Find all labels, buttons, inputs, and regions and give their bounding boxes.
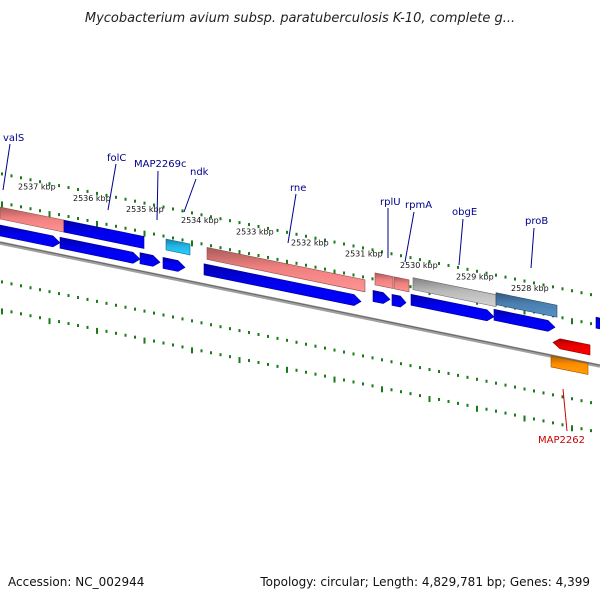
position-label: 2533 kbp [236, 227, 274, 236]
cds-arrow [493, 308, 556, 332]
position-label: 2531 kbp [345, 250, 383, 259]
feature-block-pink [374, 272, 394, 289]
feature-block-gray [412, 277, 497, 308]
gene-label-leader [404, 211, 415, 263]
feature-block-orange [550, 355, 589, 375]
position-label: 2535 kbp [126, 205, 164, 214]
gene-label-leader [183, 178, 197, 213]
position-labels: 2537 kbp 2536 kbp 2535 kbp 2534 kbp 2533 kbp… [18, 183, 549, 293]
position-label: 2530 kbp [400, 261, 438, 270]
map-title: Mycobacterium avium subsp. paratuberculo… [85, 11, 515, 26]
gene-label-leader [287, 193, 297, 244]
cds-arrow [59, 236, 141, 264]
feature-block-pink [393, 276, 410, 293]
gene-label-map2269c[interactable]: MAP2269c [134, 159, 186, 170]
gene-label-leader [562, 388, 568, 432]
position-label: 2536 kbp [73, 194, 111, 203]
feature-block-steelblue [495, 292, 558, 318]
feature-tracks [0, 206, 600, 375]
cds-arrow [372, 290, 391, 304]
gene-label-rpma[interactable]: rpmA [405, 200, 432, 211]
gene-label-leader [156, 170, 159, 221]
cds-arrow [391, 293, 407, 308]
gene-label-vals[interactable]: valS [3, 133, 24, 144]
position-label: 2528 kbp [511, 284, 549, 293]
cds-arrow [0, 224, 61, 248]
gene-labels: valS folC MAP2269c ndk rne rplU rpmA obgE proB MA… [2, 133, 585, 446]
gene-label-map2262[interactable]: MAP2262 [538, 435, 585, 446]
position-label: 2537 kbp [18, 183, 56, 192]
genome-summary-text: Topology: circular; Length: 4,829,781 bp… [259, 575, 590, 589]
cds-arrow [162, 257, 186, 272]
gene-label-leader [2, 143, 11, 191]
feature-block-pink [206, 247, 366, 293]
gene-label-prob[interactable]: proB [525, 216, 548, 227]
gene-label-obge[interactable]: obgE [452, 207, 477, 218]
gene-label-folc[interactable]: folC [107, 153, 126, 164]
gene-label-rne[interactable]: rne [290, 183, 306, 194]
gene-label-leader [107, 163, 117, 211]
cds-arrow [203, 263, 362, 306]
gene-label-leader [458, 218, 464, 266]
backbone [0, 241, 600, 368]
feature-block-cyan [165, 238, 191, 256]
gene-label-rplu[interactable]: rplU [380, 197, 401, 208]
backbone-line [0, 241, 600, 368]
position-label: 2534 kbp [181, 216, 219, 225]
position-label: 2529 kbp [456, 272, 494, 281]
backbone-edge [0, 241, 600, 366]
gene-label-ndk[interactable]: ndk [190, 167, 209, 178]
position-label: 2532 kbp [291, 239, 329, 248]
feature-arrow-red [552, 338, 591, 356]
feature-block-blue [63, 219, 145, 249]
accession-text: Accession: NC_002944 [8, 575, 144, 589]
cds-block [595, 316, 600, 330]
cds-arrow [139, 252, 161, 267]
cds-arrow [410, 293, 495, 322]
gene-label-leader [530, 227, 535, 269]
